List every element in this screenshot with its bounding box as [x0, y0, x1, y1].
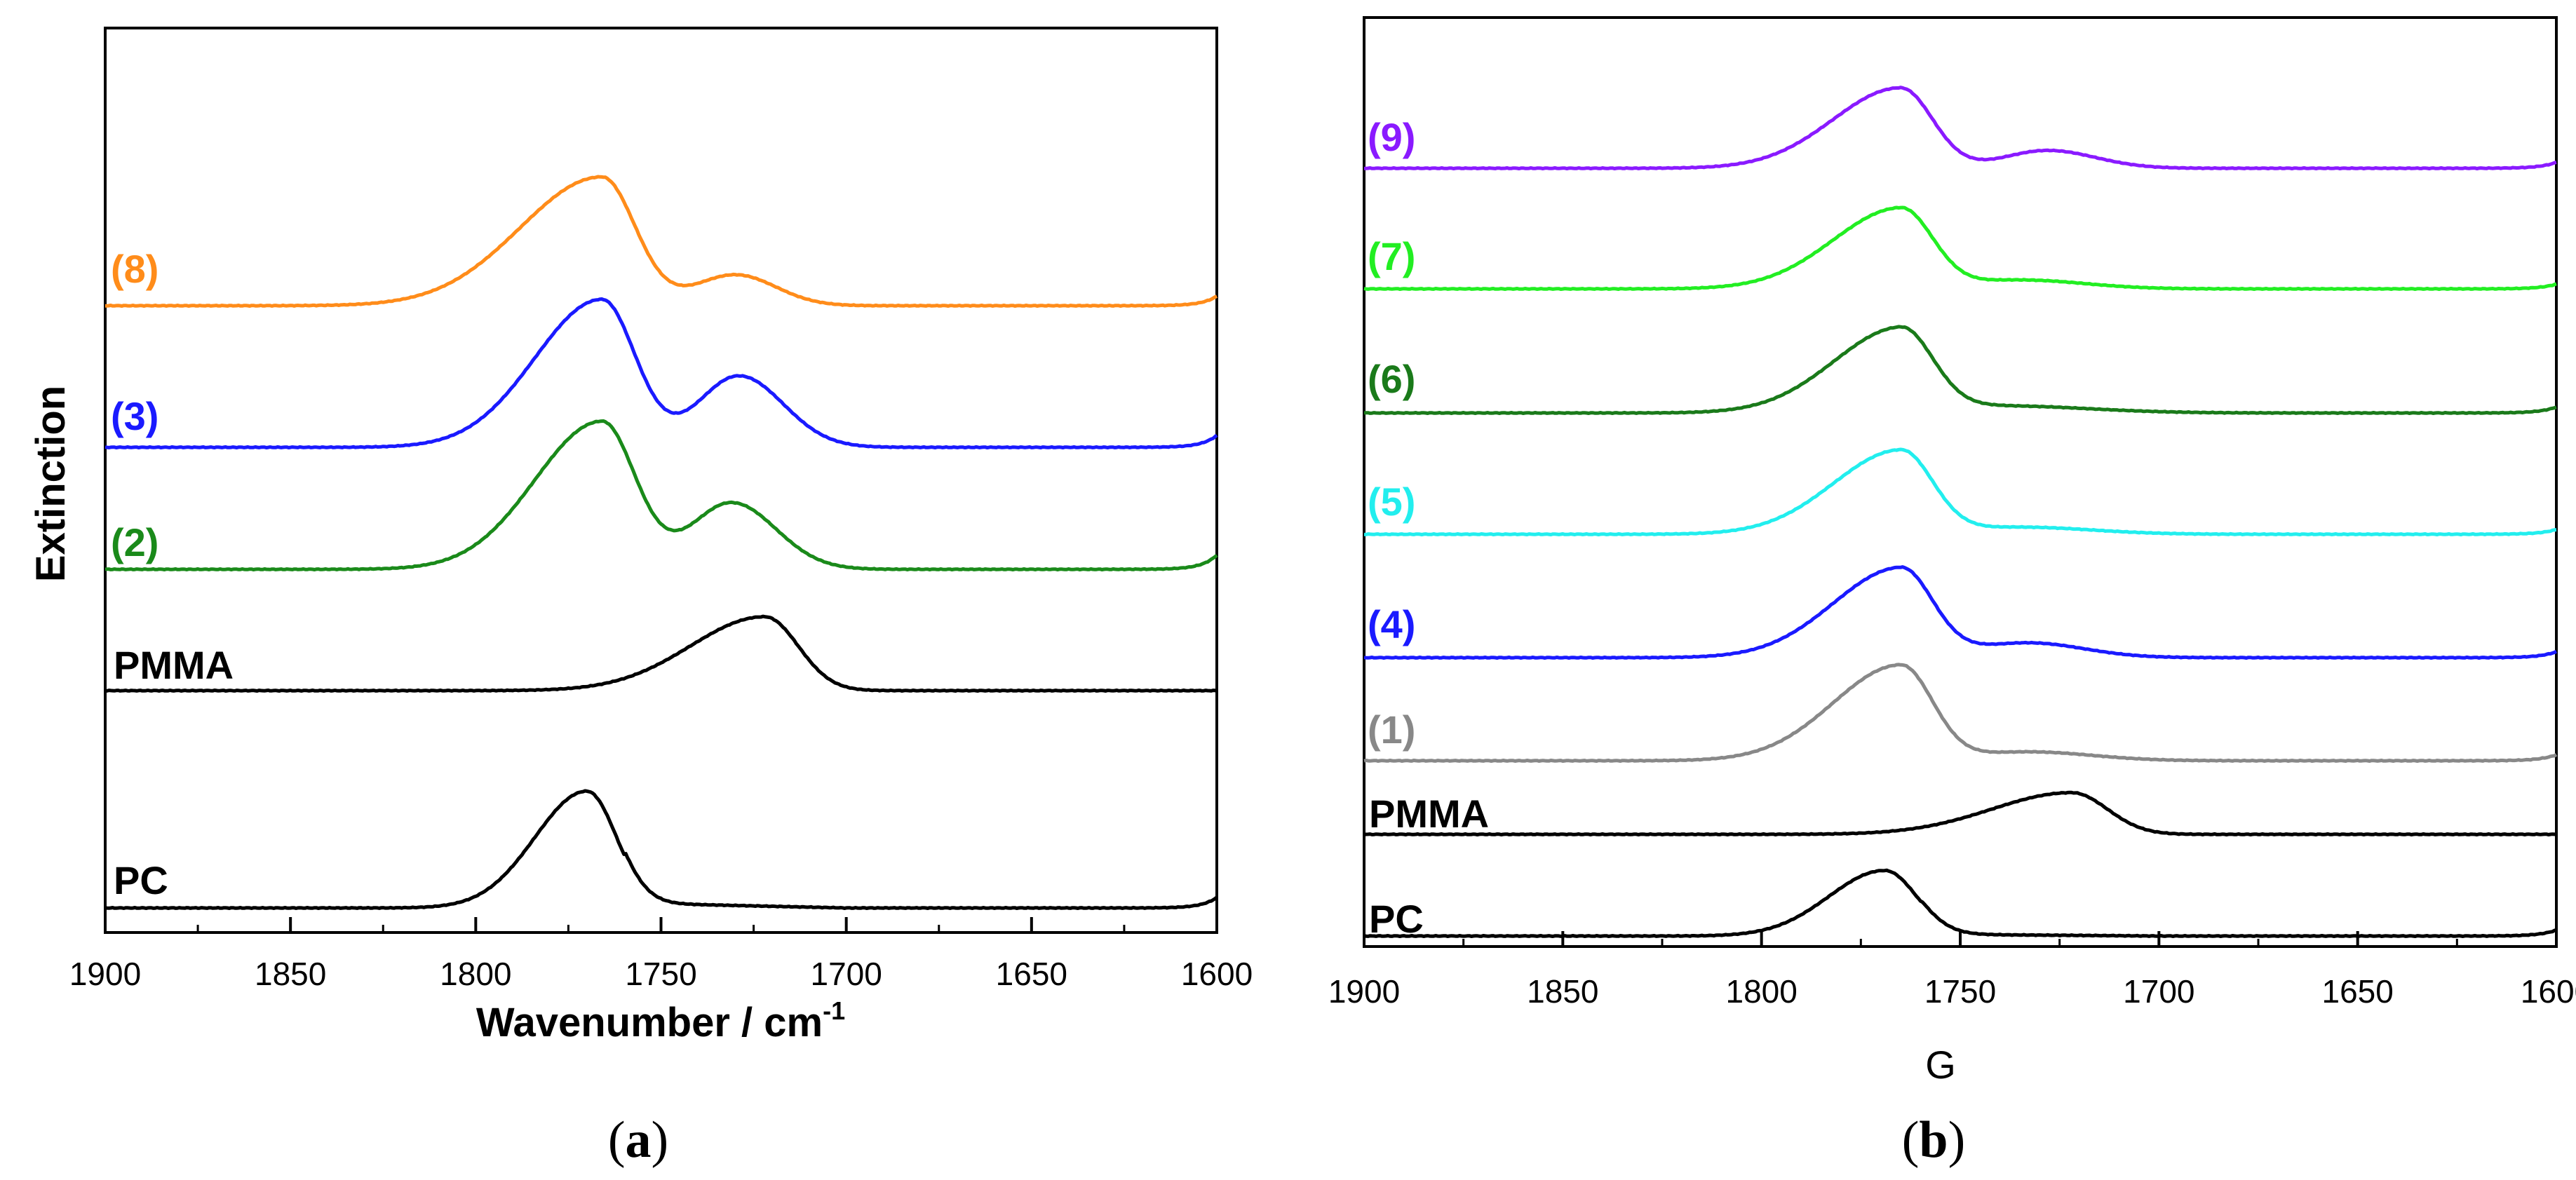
panel-b-series-label: (4)	[1368, 602, 1415, 646]
panel-a-x-tick-labels: 1900 1850 1800 1750 1700 1650 1600	[69, 956, 1253, 992]
panel-a: 1900 1850 1800 1750 1700 1650 1600 (8) (3) (2) PM…	[28, 27, 1253, 1169]
panel-a-series-line	[104, 297, 1218, 449]
panel-a-x-axis-title-sup: -1	[823, 996, 845, 1025]
panel-b-x-ticks	[1363, 931, 2558, 947]
panel-b-series-label: (6)	[1368, 357, 1415, 401]
panel-b-series-label: (7)	[1368, 234, 1415, 278]
panel-a-series-label: PMMA	[114, 643, 234, 687]
panel-a-x-tick-label: 1900	[69, 956, 141, 992]
panel-b-x-tick-label: 1800	[1725, 973, 1797, 1010]
panel-b-series-labels: (9) (7) (6) (5) (4) (1) PMMA PC	[1368, 115, 1489, 941]
panel-a-x-tick-label: 1600	[1181, 956, 1253, 992]
panel-b-series-label: (1)	[1368, 707, 1415, 752]
panel-a-caption-letter: a	[626, 1111, 652, 1169]
panel-a-x-tick-label: 1750	[625, 956, 696, 992]
panel-b-series-label: (5)	[1368, 480, 1415, 524]
panel-b-x-tick-label: 1750	[1924, 973, 1996, 1010]
panel-a-series-labels: (8) (3) (2) PMMA PC	[111, 247, 234, 902]
panel-b-x-tick-label: 1900	[1328, 973, 1400, 1010]
panel-a-series-label: (3)	[111, 394, 159, 438]
panel-b-x-tick-label: 1700	[2123, 973, 2194, 1010]
panel-b-series-line	[1363, 868, 2557, 938]
panel-a-y-axis-title: Extinction	[28, 386, 74, 582]
panel-a-series-label: (2)	[111, 520, 159, 564]
panel-a-series-line	[105, 175, 1218, 308]
panel-b-caption-open: (	[1902, 1111, 1920, 1169]
panel-a-series-label: PC	[114, 858, 168, 902]
panel-a-x-tick-label: 1700	[810, 956, 882, 992]
panel-a-x-tick-label: 1800	[440, 956, 511, 992]
panel-b-x-tick-labels: 1900 1850 1800 1750 1700 1650 1600	[1328, 973, 2576, 1010]
panel-b-series-label: PC	[1369, 897, 1424, 941]
panel-b-series-line	[1363, 325, 2557, 415]
panel-b-series-line	[1363, 565, 2558, 660]
panel-a-x-ticks	[104, 917, 1218, 933]
panel-a-series-line	[104, 614, 1218, 693]
panel-a-frame	[104, 27, 1218, 934]
panel-a-series	[104, 175, 1218, 910]
panel-a-x-axis-title: Wavenumber / cm-1	[476, 996, 845, 1045]
panel-b-x-tick-label: 1650	[2321, 973, 2393, 1010]
panel-b-series-label: PMMA	[1369, 792, 1489, 836]
panel-a-x-tick-label: 1850	[255, 956, 326, 992]
panel-b-series-label: (9)	[1368, 115, 1415, 159]
panel-b-caption-close: )	[1948, 1111, 1966, 1169]
panel-a-x-tick-label: 1650	[996, 956, 1067, 992]
panel-b-series-line	[1363, 663, 2558, 763]
panel-a-series-label: (8)	[111, 247, 159, 291]
panel-b-caption: (b)	[1902, 1111, 1965, 1169]
panel-b: 1900 1850 1800 1750 1700 1650 1600 (9) (7) (6) (5…	[1328, 16, 2576, 1169]
panel-a-series-line	[104, 419, 1218, 571]
panel-b-x-axis-title: G	[1925, 1043, 1956, 1087]
panel-a-x-axis-title-main: Wavenumber / cm	[476, 1000, 823, 1045]
panel-b-series-line	[1364, 86, 2557, 170]
panel-b-series	[1363, 86, 2558, 938]
panel-b-series-line	[1363, 205, 2557, 291]
panel-b-frame	[1363, 16, 2558, 948]
panel-b-x-tick-label: 1600	[2521, 973, 2576, 1010]
panel-a-caption-close: )	[652, 1111, 669, 1169]
panel-b-x-tick-label: 1850	[1527, 973, 1598, 1010]
panel-a-caption-open: (	[608, 1111, 626, 1169]
panel-b-series-line	[1363, 447, 2557, 536]
panel-a-series-line	[104, 789, 1218, 910]
panel-b-series-line	[1363, 790, 2557, 836]
panel-a-caption: (a)	[608, 1111, 668, 1169]
panel-b-caption-letter: b	[1919, 1111, 1948, 1169]
